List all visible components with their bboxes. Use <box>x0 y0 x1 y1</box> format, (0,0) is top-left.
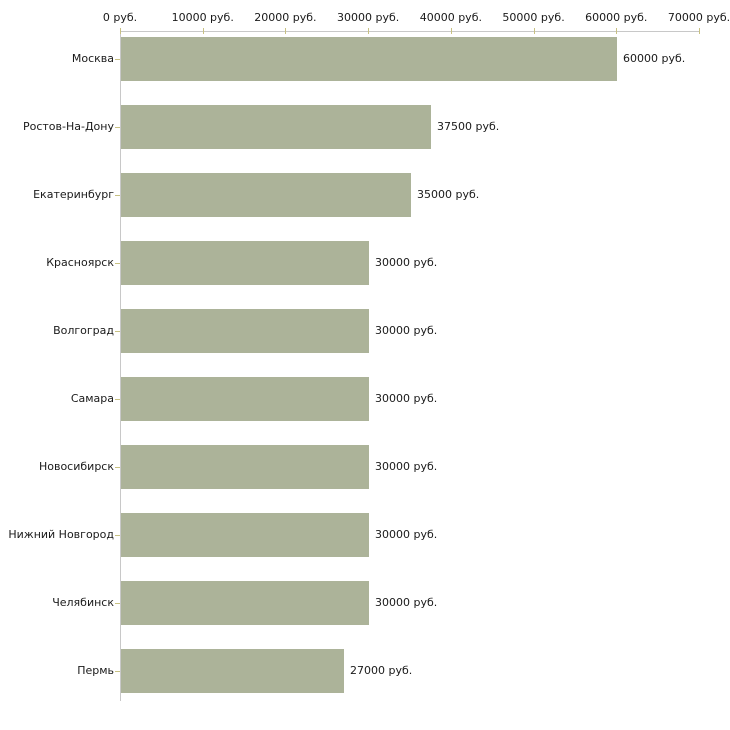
y-axis-tick-mark <box>115 535 120 536</box>
x-axis-tick-label: 60000 руб. <box>585 11 648 24</box>
y-axis-tick-mark <box>115 127 120 128</box>
bar <box>121 649 344 693</box>
x-axis-tick-mark <box>368 28 370 34</box>
x-axis-tick-mark <box>120 28 121 34</box>
bar <box>121 581 369 625</box>
x-axis-line <box>120 31 700 32</box>
x-axis-tick-mark <box>285 28 287 34</box>
bar <box>121 513 369 557</box>
x-axis-tick-mark <box>616 28 618 34</box>
bar-value-label: 30000 руб. <box>375 324 438 337</box>
bar-value-label: 30000 руб. <box>375 528 438 541</box>
x-axis-tick-label: 30000 руб. <box>337 11 400 24</box>
x-axis-tick-label: 50000 руб. <box>502 11 565 24</box>
category-label: Челябинск <box>52 596 114 609</box>
x-axis-tick-label: 0 руб. <box>102 11 138 24</box>
bar-value-label: 37500 руб. <box>437 120 500 133</box>
x-axis-tick-label: 10000 руб. <box>171 11 234 24</box>
bar <box>121 377 369 421</box>
y-axis-tick-mark <box>115 671 120 672</box>
y-axis-tick-mark <box>115 331 120 332</box>
bar <box>121 445 369 489</box>
category-label: Пермь <box>77 664 114 677</box>
y-axis-tick-mark <box>115 195 120 196</box>
y-axis-line <box>120 31 121 701</box>
category-label: Новосибирск <box>38 460 114 473</box>
category-label: Екатеринбург <box>33 188 114 201</box>
bar <box>121 105 431 149</box>
y-axis-tick-mark <box>115 399 120 400</box>
bar-value-label: 60000 руб. <box>623 52 686 65</box>
x-axis-tick-label: 70000 руб. <box>667 11 730 24</box>
bar-value-label: 27000 руб. <box>350 664 413 677</box>
x-axis-tick-label: 40000 руб. <box>419 11 482 24</box>
category-label: Красноярск <box>46 256 114 269</box>
y-axis-tick-mark <box>115 59 120 60</box>
y-axis-tick-mark <box>115 603 120 604</box>
bar-value-label: 35000 руб. <box>417 188 480 201</box>
y-axis-tick-mark <box>115 263 120 264</box>
bar-value-label: 30000 руб. <box>375 596 438 609</box>
y-axis-tick-mark <box>115 467 120 468</box>
bar-value-label: 30000 руб. <box>375 392 438 405</box>
category-label: Ростов-На-Дону <box>22 120 114 133</box>
bar <box>121 37 617 81</box>
bar <box>121 309 369 353</box>
category-label: Самара <box>70 392 114 405</box>
bar-value-label: 30000 руб. <box>375 460 438 473</box>
bar <box>121 173 411 217</box>
x-axis-tick-mark <box>202 28 204 34</box>
category-label: Нижний Новгород <box>8 528 114 541</box>
x-axis-tick-mark <box>450 28 452 34</box>
x-axis-tick-mark <box>699 28 700 34</box>
category-label: Волгоград <box>53 324 114 337</box>
bar-value-label: 30000 руб. <box>375 256 438 269</box>
x-axis-tick-label: 20000 руб. <box>254 11 317 24</box>
category-label: Москва <box>71 52 114 65</box>
bar <box>121 241 369 285</box>
x-axis-tick-mark <box>533 28 535 34</box>
